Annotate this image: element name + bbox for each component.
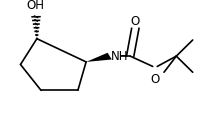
Text: OH: OH — [27, 0, 45, 12]
Text: NH: NH — [110, 50, 128, 63]
Polygon shape — [86, 53, 111, 62]
Text: O: O — [149, 73, 159, 86]
Text: O: O — [130, 15, 139, 28]
